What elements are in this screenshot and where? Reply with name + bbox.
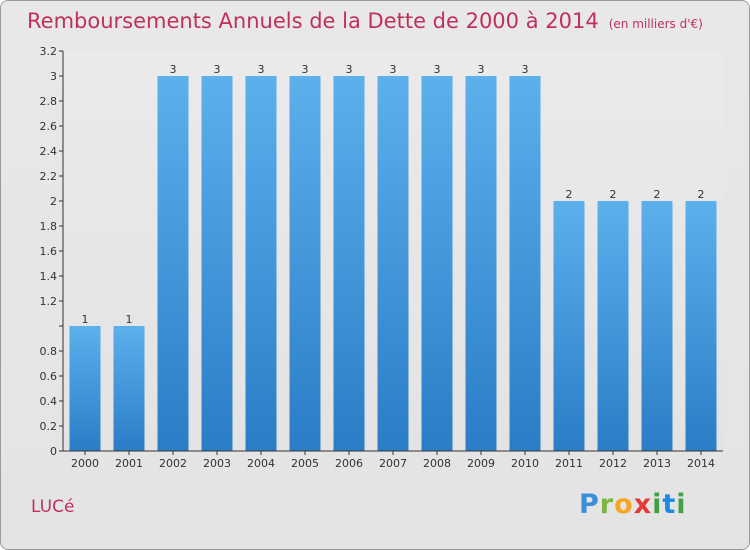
bars: 1 1 3 3 3 3 3 3 3 3 3 2 2 2 2: [69, 63, 717, 451]
y-axis: 0 0.2 0.4 0.6 0.8 1.2 1.4 1.6 1.8 2 2.2 2.4 2.6 2.8 3 3…: [40, 45, 64, 458]
bar-value-label: 2: [610, 188, 617, 201]
bar-value-label: 3: [258, 63, 265, 76]
bar: [685, 201, 717, 451]
bar-value-label: 3: [302, 63, 309, 76]
bar: [465, 76, 497, 451]
x-tick-label: 2003: [203, 457, 231, 470]
bar: [245, 76, 277, 451]
chart-title: Remboursements Annuels de la Dette de 20…: [27, 9, 703, 33]
bar-value-label: 2: [654, 188, 661, 201]
logo-letter: o: [614, 489, 634, 520]
x-tick-label: 2011: [555, 457, 583, 470]
bar: [509, 76, 541, 451]
y-tick-label: 2.6: [40, 120, 58, 133]
y-tick-label: 1.8: [40, 220, 58, 233]
bar: [377, 76, 409, 451]
y-tick-label: 1.6: [40, 245, 58, 258]
proxiti-logo: Proxiti: [579, 489, 687, 520]
bar: [69, 326, 101, 451]
bar-value-label: 3: [522, 63, 529, 76]
x-tick-label: 2009: [467, 457, 495, 470]
y-tick-label: 2.4: [40, 145, 58, 158]
logo-letter: x: [633, 489, 653, 520]
bar-value-label: 1: [126, 313, 133, 326]
x-tick-label: 2006: [335, 457, 363, 470]
place-name: LUCé: [31, 497, 75, 517]
y-tick-label: 0.6: [40, 370, 58, 383]
bar-value-label: 3: [478, 63, 485, 76]
y-tick-label: 3: [50, 70, 57, 83]
bar: [113, 326, 145, 451]
y-tick-label: 0: [50, 445, 57, 458]
x-tick-label: 2014: [687, 457, 715, 470]
y-tick-label: 0.8: [40, 345, 58, 358]
logo-letter: i: [676, 489, 687, 520]
y-tick-label: 2: [50, 195, 57, 208]
y-tick-label: 1.2: [40, 295, 58, 308]
x-tick-label: 2002: [159, 457, 187, 470]
bar: [333, 76, 365, 451]
bar: [597, 201, 629, 451]
y-tick-label: 1.4: [40, 270, 58, 283]
y-tick-label: 0.4: [40, 395, 58, 408]
x-tick-label: 2007: [379, 457, 407, 470]
y-tick-label: 0.2: [40, 420, 58, 433]
bar: [157, 76, 189, 451]
x-tick-label: 2001: [115, 457, 143, 470]
bar: [289, 76, 321, 451]
x-tick-label: 2000: [71, 457, 99, 470]
bar-value-label: 2: [566, 188, 573, 201]
x-tick-label: 2004: [247, 457, 275, 470]
bar: [641, 201, 673, 451]
x-tick-label: 2005: [291, 457, 319, 470]
bar-value-label: 3: [170, 63, 177, 76]
logo-letter: r: [599, 489, 615, 520]
x-tick-label: 2012: [599, 457, 627, 470]
logo-letter: i: [652, 489, 663, 520]
bar-value-label: 3: [390, 63, 397, 76]
y-tick-label: 3.2: [40, 45, 58, 58]
chart-subtitle: (en milliers d'€): [608, 17, 703, 31]
bar: [201, 76, 233, 451]
x-tick-label: 2008: [423, 457, 451, 470]
x-axis: 2000 2001 2002 2003 2004 2005 2006 2007 2008 2009…: [63, 450, 723, 470]
bar: [553, 201, 585, 451]
bar: [421, 76, 453, 451]
logo-letter: P: [579, 489, 600, 520]
x-tick-label: 2010: [511, 457, 539, 470]
logo-letter: t: [662, 489, 677, 520]
y-tick-label: 2.2: [40, 170, 58, 183]
bar-value-label: 1: [82, 313, 89, 326]
y-tick-label: 2.8: [40, 95, 58, 108]
bar-value-label: 2: [698, 188, 705, 201]
title-text: Remboursements Annuels de la Dette de 20…: [27, 9, 599, 33]
x-tick-label: 2013: [643, 457, 671, 470]
bar-value-label: 3: [434, 63, 441, 76]
bar-value-label: 3: [346, 63, 353, 76]
bar-value-label: 3: [214, 63, 221, 76]
